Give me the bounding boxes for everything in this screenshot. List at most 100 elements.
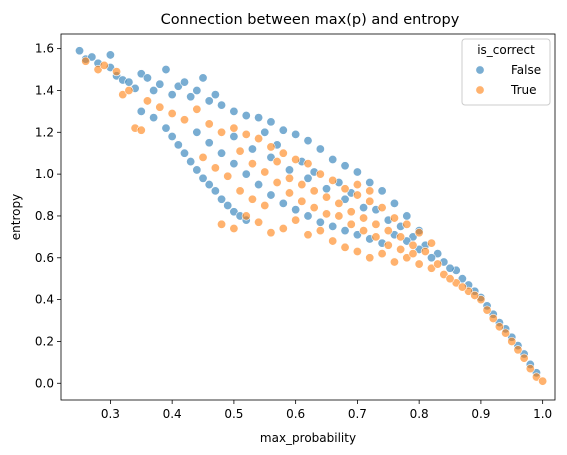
legend-title: is_correct — [477, 43, 535, 57]
point-true — [408, 249, 418, 259]
point-true — [470, 290, 480, 300]
point-true — [383, 226, 393, 236]
point-true — [235, 186, 245, 196]
point-false — [217, 194, 227, 204]
point-true — [112, 67, 122, 77]
point-true — [229, 224, 239, 234]
y-tick-label: 0.2 — [35, 334, 54, 348]
x-tick-label: 0.8 — [410, 407, 429, 421]
x-tick-label: 0.9 — [471, 407, 490, 421]
point-true — [377, 203, 387, 213]
point-true — [241, 129, 251, 139]
point-false — [241, 169, 251, 179]
point-false — [352, 167, 362, 177]
point-true — [272, 157, 282, 167]
point-false — [340, 194, 350, 204]
point-true — [167, 108, 177, 118]
point-true — [315, 169, 325, 179]
point-false — [204, 180, 214, 190]
point-false — [359, 203, 369, 213]
point-true — [254, 134, 264, 144]
point-true — [346, 219, 356, 229]
point-true — [519, 353, 529, 363]
point-true — [284, 173, 294, 183]
x-tick-label: 1.0 — [533, 407, 552, 421]
point-false — [241, 111, 251, 121]
point-true — [260, 200, 270, 210]
point-false — [210, 90, 220, 100]
point-false — [75, 46, 85, 56]
point-false — [186, 92, 196, 102]
point-true — [315, 226, 325, 236]
point-true — [81, 56, 91, 66]
point-false — [389, 198, 399, 208]
point-true — [525, 364, 535, 374]
point-false — [161, 123, 171, 133]
point-true — [291, 215, 301, 225]
point-false — [402, 211, 412, 221]
y-axis: 0.0 0.2 0.4 0.6 0.8 1.0 1.2 1.4 1.6 — [35, 42, 61, 390]
point-false — [217, 100, 227, 110]
point-false — [210, 186, 220, 196]
point-true — [297, 180, 307, 190]
point-true — [377, 249, 387, 259]
point-true — [309, 203, 319, 213]
point-false — [180, 148, 190, 158]
point-false — [105, 50, 115, 60]
point-false — [149, 113, 159, 123]
point-false — [433, 249, 443, 259]
point-true — [217, 127, 227, 137]
points-layer — [75, 46, 548, 386]
point-true — [371, 232, 381, 242]
point-true — [396, 244, 406, 254]
y-tick-label: 1.6 — [35, 42, 54, 56]
point-false — [161, 65, 171, 75]
point-false — [278, 198, 288, 208]
point-false — [352, 230, 362, 240]
point-true — [426, 238, 436, 248]
x-tick-label: 0.3 — [101, 407, 120, 421]
point-true — [192, 104, 202, 114]
point-true — [538, 376, 548, 386]
point-false — [291, 129, 301, 139]
point-false — [124, 77, 134, 87]
point-false — [365, 177, 375, 187]
point-true — [204, 119, 214, 129]
point-true — [266, 228, 276, 238]
point-false — [192, 165, 202, 175]
x-axis: 0.3 0.4 0.5 0.6 0.7 0.8 0.9 1.0 — [101, 400, 552, 421]
point-true — [180, 115, 190, 125]
point-true — [389, 257, 399, 267]
plot-frame — [60, 33, 556, 401]
point-false — [204, 138, 214, 148]
point-true — [433, 259, 443, 269]
point-true — [328, 175, 338, 185]
point-true — [488, 313, 498, 323]
legend-label-false: False — [511, 63, 541, 77]
point-true — [346, 207, 356, 217]
point-true — [408, 240, 418, 250]
point-false — [266, 117, 276, 127]
point-true — [396, 232, 406, 242]
point-true — [223, 171, 233, 181]
y-tick-label: 0.4 — [35, 293, 54, 307]
y-tick-label: 0.6 — [35, 251, 54, 265]
point-false — [303, 173, 313, 183]
point-true — [303, 230, 313, 240]
point-false — [260, 127, 270, 137]
point-false — [402, 236, 412, 246]
x-tick-label: 0.5 — [224, 407, 243, 421]
x-tick-label: 0.6 — [286, 407, 305, 421]
legend-marker-false — [475, 65, 485, 75]
point-false — [303, 211, 313, 221]
point-true — [402, 219, 412, 229]
point-true — [284, 188, 294, 198]
point-true — [93, 65, 103, 75]
point-false — [87, 52, 97, 62]
point-true — [266, 142, 276, 152]
point-false — [198, 173, 208, 183]
point-true — [340, 242, 350, 252]
point-true — [278, 224, 288, 234]
point-true — [352, 247, 362, 257]
point-false — [340, 226, 350, 236]
